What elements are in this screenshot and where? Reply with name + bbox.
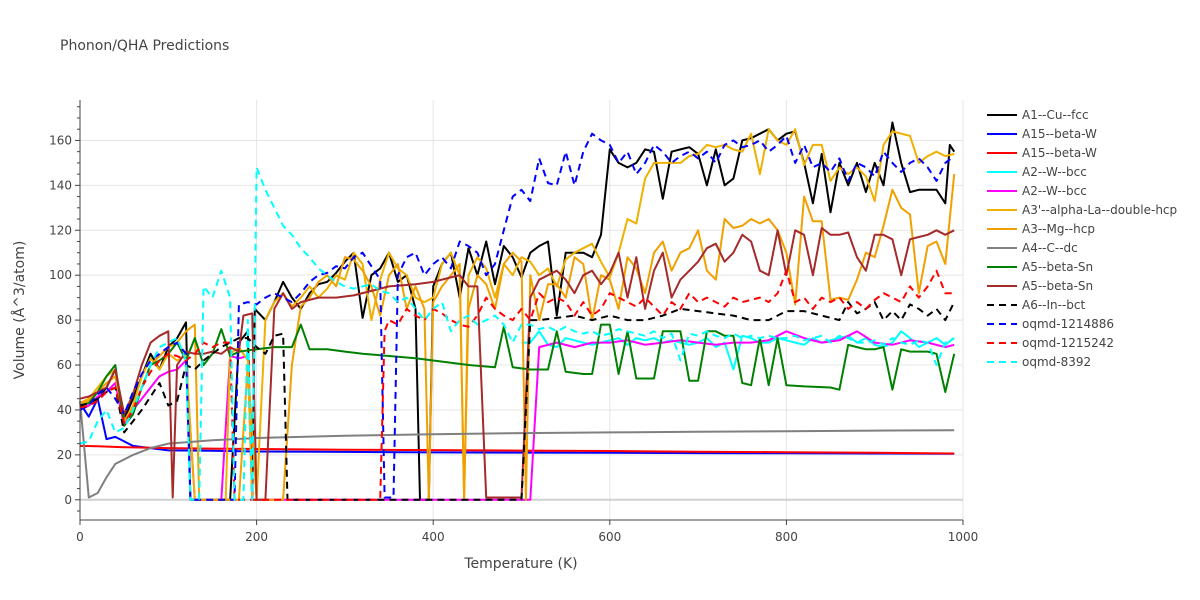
legend-label: A3'--alpha-La--double-hcp xyxy=(1022,203,1177,217)
y-tick-label: 140 xyxy=(49,178,72,192)
y-tick-label: 80 xyxy=(57,313,72,327)
series-line-7 xyxy=(79,400,955,499)
series-line-11 xyxy=(79,132,955,501)
series-line-6 xyxy=(79,174,956,501)
x-tick-label: 0 xyxy=(76,530,84,544)
legend-label: A4--C--dc xyxy=(1022,241,1078,255)
x-tick-label: 600 xyxy=(598,530,621,544)
legend-label: A2--W--bcc xyxy=(1022,165,1087,179)
series-line-10 xyxy=(79,301,956,501)
legend-label: A2--W--bcc xyxy=(1022,184,1087,198)
series-line-12 xyxy=(79,269,955,501)
y-tick-label: 0 xyxy=(64,493,72,507)
y-tick-label: 100 xyxy=(49,268,72,282)
series-line-9 xyxy=(79,227,955,501)
x-tick-label: 1000 xyxy=(948,530,979,544)
series-line-2 xyxy=(79,444,955,455)
y-tick-label: 60 xyxy=(57,358,72,372)
y-axis-title: Volume (Å^3/atom) xyxy=(11,241,28,380)
series-line-1 xyxy=(79,397,955,455)
legend-label: A5--beta-Sn xyxy=(1022,260,1093,274)
series-line-5 xyxy=(79,128,955,501)
y-tick-label: 120 xyxy=(49,223,72,237)
x-axis-title: Temperature (K) xyxy=(463,556,577,572)
series-line-13 xyxy=(79,166,955,501)
y-tick-label: 40 xyxy=(57,403,72,417)
y-tick-label: 20 xyxy=(57,448,72,462)
x-tick-label: 200 xyxy=(245,530,268,544)
x-tick-label: 400 xyxy=(422,530,445,544)
legend-label: A5--beta-Sn xyxy=(1022,279,1093,293)
legend-label: A3--Mg--hcp xyxy=(1022,222,1095,236)
series-line-8 xyxy=(79,323,956,427)
plot-area xyxy=(79,121,956,501)
legend-label: oqmd-8392 xyxy=(1022,355,1091,369)
y-tick-label: 160 xyxy=(49,133,72,147)
legend-label: A1--Cu--fcc xyxy=(1022,108,1089,122)
series-line-0 xyxy=(79,121,956,501)
legend-label: A15--beta-W xyxy=(1022,146,1097,160)
x-tick-label: 800 xyxy=(775,530,798,544)
legend-label: oqmd-1214886 xyxy=(1022,317,1114,331)
chart-title: Phonon/QHA Predictions xyxy=(60,38,229,54)
legend-label: A6--In--bct xyxy=(1022,298,1086,312)
legend: A1--Cu--fcc A15--beta-W A15--beta-W A2--W--… xyxy=(987,108,1177,369)
legend-label: oqmd-1215242 xyxy=(1022,336,1114,350)
axes: 0 200 400 600 800 1000 0 20 40 60 80 100 120 140 160 xyxy=(49,100,978,544)
legend-label: A15--beta-W xyxy=(1022,127,1097,141)
